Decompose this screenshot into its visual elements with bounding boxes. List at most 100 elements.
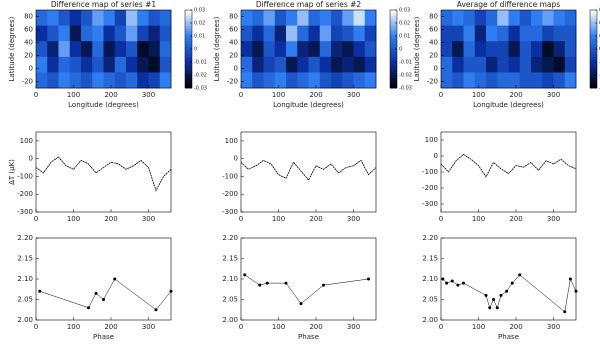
data-point bbox=[495, 306, 499, 310]
heat-cell bbox=[331, 10, 343, 26]
colorbar-segment bbox=[590, 25, 597, 29]
heat-cell bbox=[486, 56, 498, 73]
heat-cell bbox=[92, 41, 104, 58]
heat-cell bbox=[542, 72, 554, 89]
y-tick-label: -20 bbox=[427, 78, 438, 86]
data-point bbox=[450, 279, 454, 283]
x-tick-label: 0 bbox=[239, 91, 243, 99]
data-line bbox=[39, 278, 172, 311]
x-tick-label: 200 bbox=[309, 91, 322, 99]
heat-cell bbox=[319, 56, 332, 73]
colorbar-segment bbox=[185, 82, 192, 86]
heat-cell bbox=[103, 72, 116, 89]
heat-cell bbox=[331, 56, 343, 73]
colorbar-segment bbox=[590, 41, 597, 45]
data-line bbox=[244, 274, 369, 304]
colorbar-segment bbox=[185, 46, 192, 50]
heat-cell bbox=[519, 10, 532, 26]
x-tick-label: 0 bbox=[34, 91, 38, 99]
colorbar-segment bbox=[185, 20, 192, 24]
heat-cell bbox=[553, 41, 566, 58]
data-point bbox=[492, 298, 495, 301]
colorbar-segment bbox=[590, 59, 597, 63]
plot-frame bbox=[440, 131, 577, 213]
x-tick-label: 100 bbox=[67, 323, 80, 331]
heat-cell bbox=[319, 41, 332, 58]
y-tick-label: 2.20 bbox=[17, 234, 33, 242]
colorbar-segment bbox=[390, 12, 397, 16]
y-tick-label: -200 bbox=[17, 190, 33, 198]
heat-cell bbox=[252, 72, 264, 89]
data-point bbox=[38, 289, 42, 293]
heat-cell bbox=[486, 72, 498, 89]
heat-cell bbox=[452, 41, 464, 58]
heat-cell bbox=[114, 72, 127, 89]
heat-cell bbox=[252, 56, 264, 73]
data-line bbox=[240, 159, 377, 181]
colorbar-segment bbox=[185, 64, 192, 68]
y-tick-label: 2.10 bbox=[422, 275, 438, 283]
heat-cell bbox=[159, 25, 172, 42]
heat-cell bbox=[364, 41, 377, 58]
colorbar-tick-label: 0 bbox=[194, 47, 197, 53]
y-tick-label: 100 bbox=[425, 136, 438, 144]
y-tick-label: 2.15 bbox=[222, 255, 238, 263]
data-line bbox=[442, 274, 577, 313]
plot-frame bbox=[440, 237, 577, 321]
panel-title: Difference map of series #1 bbox=[51, 0, 157, 9]
colorbar-segment bbox=[590, 17, 597, 21]
heat-cell bbox=[331, 41, 343, 58]
plot-frame bbox=[240, 237, 377, 321]
data-point bbox=[102, 298, 105, 301]
heat-cell bbox=[497, 72, 509, 89]
y-tick-label: 0 bbox=[29, 65, 33, 73]
colorbar-segment bbox=[390, 64, 397, 68]
heat-cell bbox=[126, 10, 138, 26]
colorbar-segment bbox=[390, 82, 397, 86]
heat-cell bbox=[531, 10, 543, 26]
heat-cell bbox=[452, 56, 464, 73]
y-tick-label: -300 bbox=[17, 208, 33, 216]
heat-cell bbox=[553, 56, 566, 73]
colorbar-segment bbox=[390, 67, 397, 71]
heat-cell bbox=[274, 72, 287, 89]
x-tick-label: 300 bbox=[547, 215, 560, 223]
y-tick-label: 60 bbox=[429, 26, 438, 34]
colorbar-tick-label: 0.03 bbox=[399, 8, 410, 14]
heat-cell bbox=[114, 41, 127, 58]
colorbar-tick-label: 0.03 bbox=[194, 8, 205, 14]
heat-cell bbox=[241, 10, 253, 26]
x-tick-label: 300 bbox=[347, 215, 360, 223]
colorbar-tick-label: 0.02 bbox=[194, 21, 205, 27]
y-tick-label: 2.15 bbox=[17, 255, 33, 263]
colorbar-segment bbox=[185, 12, 192, 16]
colorbar-segment bbox=[185, 77, 192, 81]
y-tick-label: 40 bbox=[229, 39, 238, 47]
heat-cell bbox=[553, 72, 566, 89]
heat-cell bbox=[342, 10, 354, 26]
x-tick-label: 300 bbox=[142, 91, 155, 99]
colorbar-segment bbox=[390, 15, 397, 19]
heat-cell bbox=[474, 41, 487, 58]
y-tick-label: 80 bbox=[429, 13, 438, 21]
x-tick-label: 200 bbox=[509, 323, 522, 331]
heat-cell bbox=[286, 56, 298, 73]
colorbar-segment bbox=[590, 56, 597, 60]
heat-cell bbox=[474, 72, 487, 89]
y-tick-label: 40 bbox=[24, 39, 33, 47]
heat-cell bbox=[92, 56, 104, 73]
heat-cell bbox=[241, 56, 253, 73]
heat-cell bbox=[364, 56, 377, 73]
heat-cell bbox=[286, 10, 298, 26]
heat-cell bbox=[126, 72, 138, 89]
heat-cell bbox=[508, 25, 521, 42]
y-tick-label: 2.05 bbox=[17, 296, 33, 304]
heat-cell bbox=[508, 56, 521, 73]
heat-cell bbox=[519, 56, 532, 73]
y-tick-label: -100 bbox=[222, 172, 238, 180]
colorbar-segment bbox=[185, 36, 192, 39]
heat-cell bbox=[297, 41, 309, 58]
y-tick-label: 0 bbox=[434, 65, 438, 73]
heat-cell bbox=[297, 72, 309, 89]
